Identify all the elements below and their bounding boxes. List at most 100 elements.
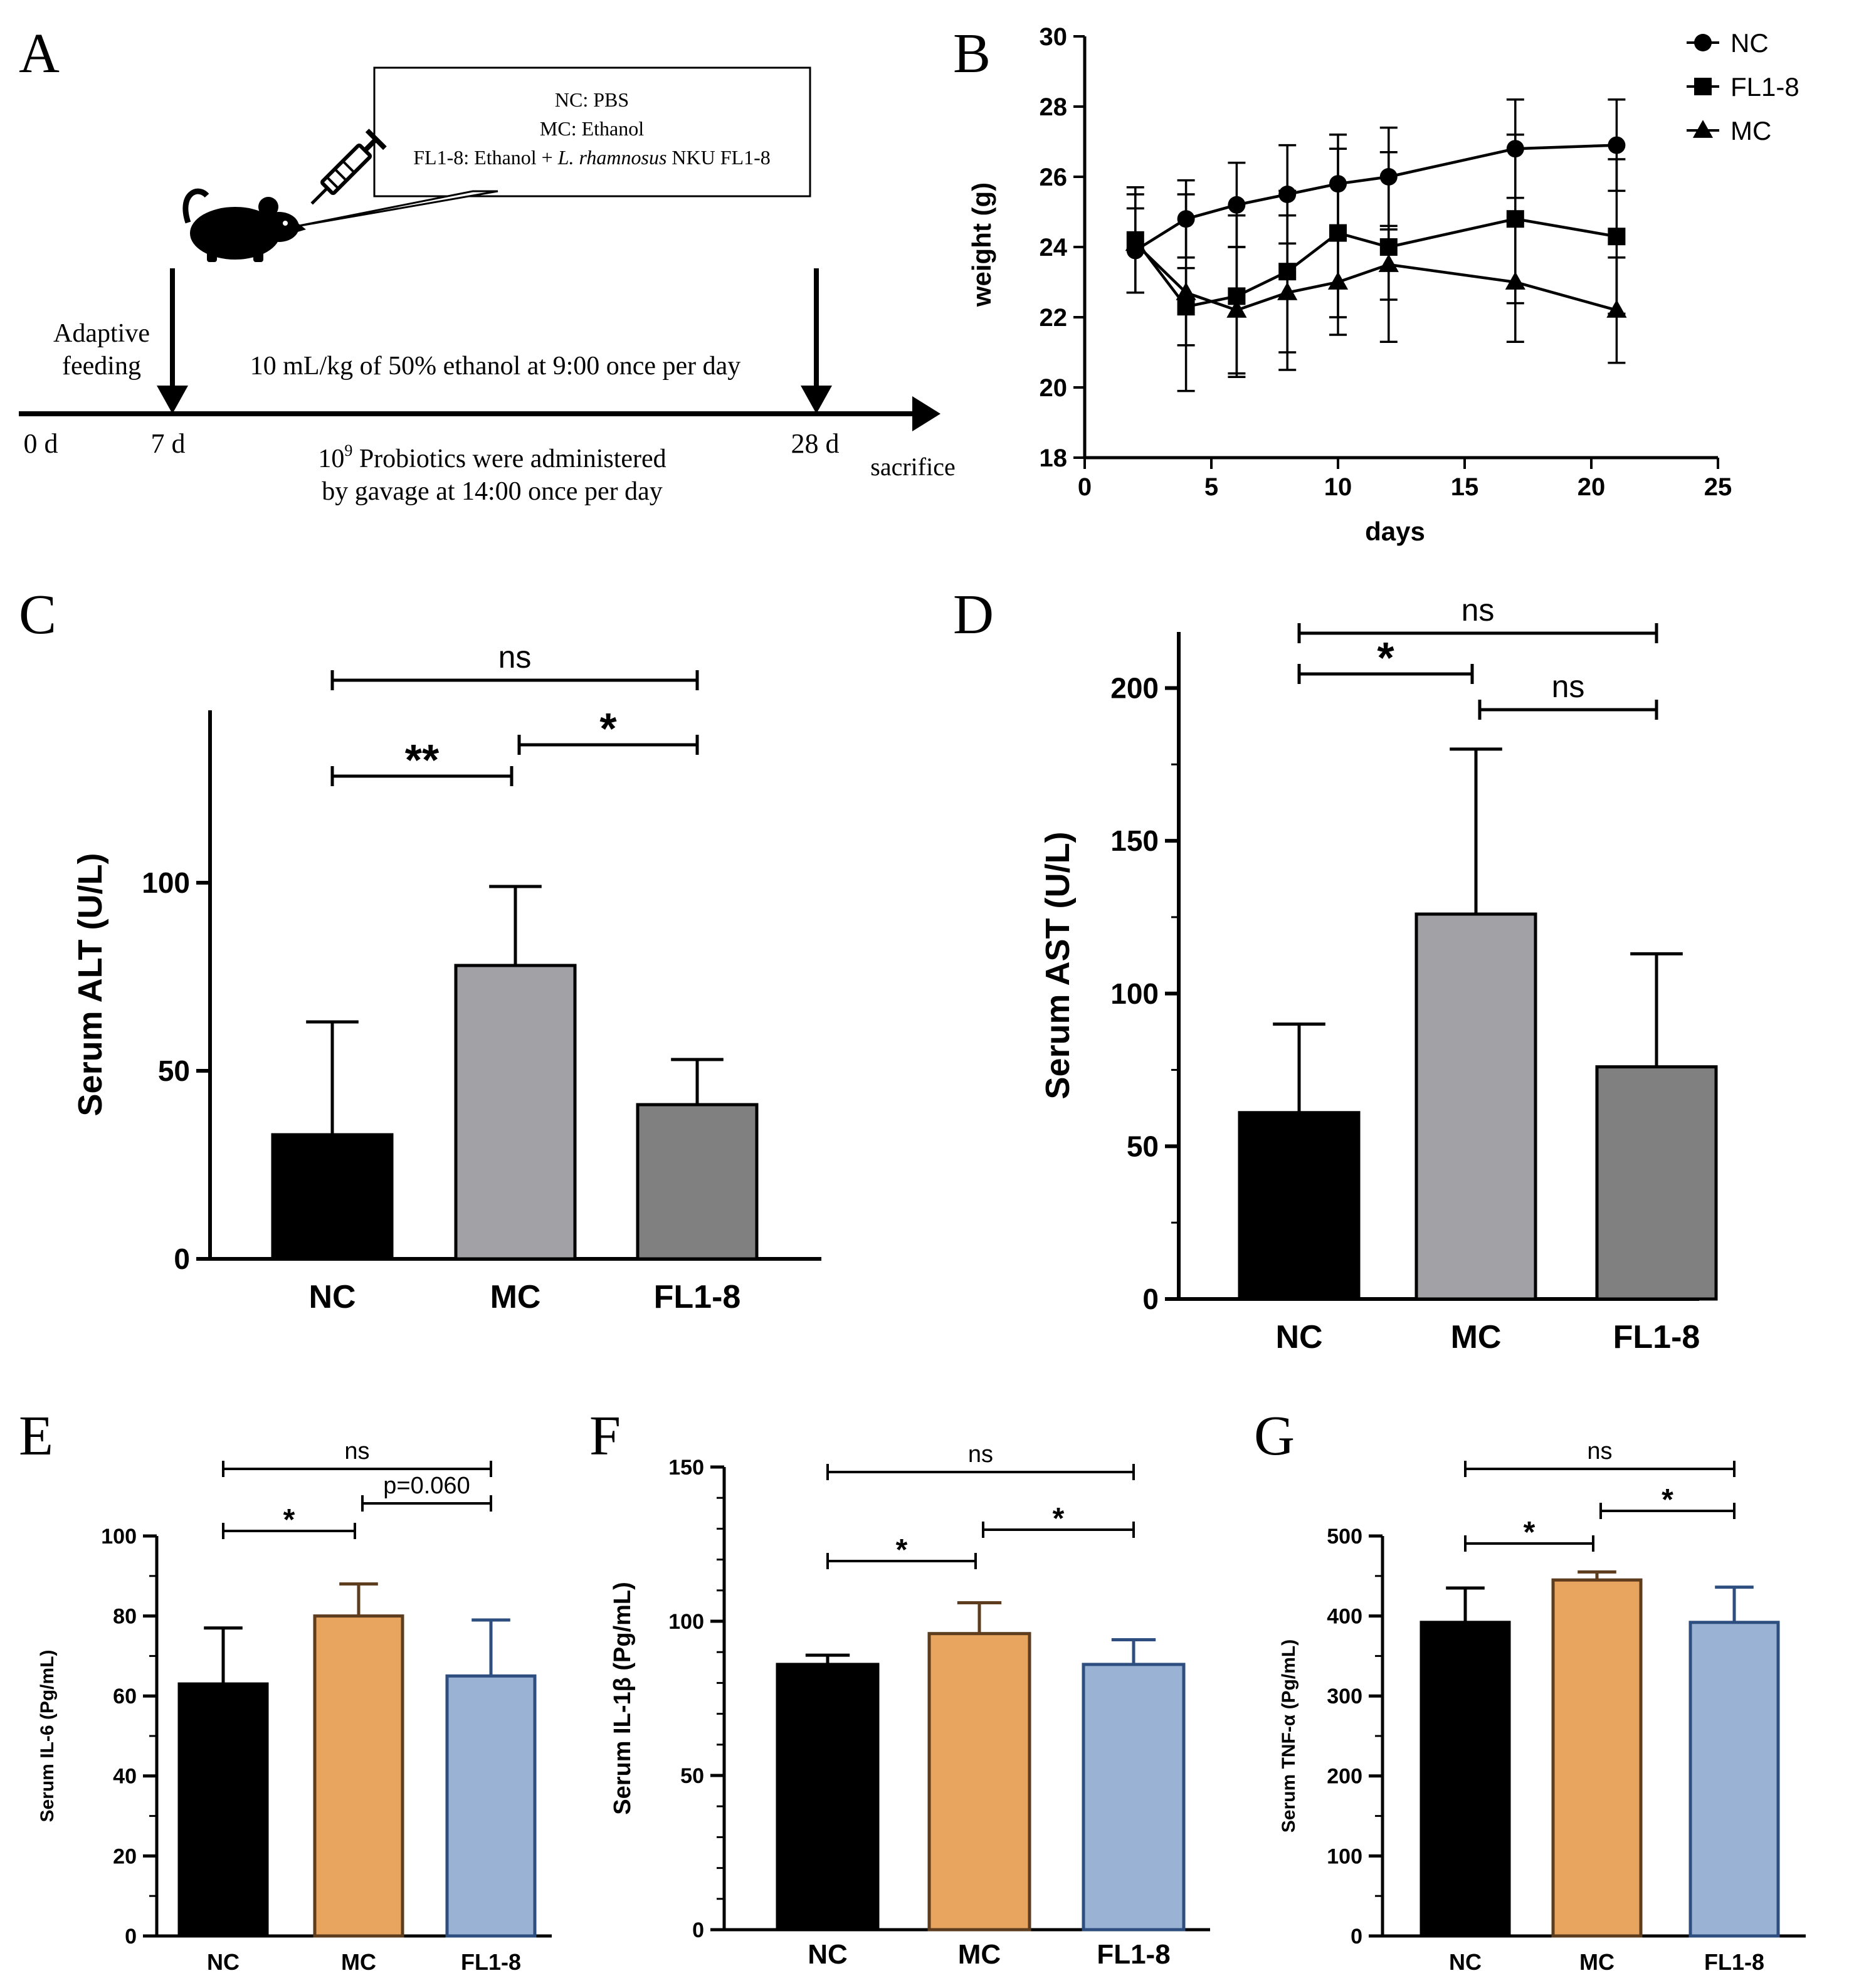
y-tick-label: 150 bbox=[668, 1456, 704, 1480]
bar-mc bbox=[313, 1614, 404, 1938]
bar-nc bbox=[271, 1133, 394, 1261]
y-tick-label: 0 bbox=[1351, 1925, 1362, 1949]
data-point bbox=[1692, 120, 1714, 138]
y-axis-title: Serum AST (U/L) bbox=[1039, 831, 1077, 1099]
significance-bracket: * bbox=[1599, 1483, 1736, 1519]
panel-f-il1b-chart: 0 50 100 150 Serum IL-1β (Pg/mL) NC MC FL1-8 ns *… bbox=[609, 1441, 1210, 1970]
panel-letter-f: F bbox=[589, 1405, 621, 1467]
y-tick-label: 100 bbox=[668, 1610, 704, 1634]
series-line bbox=[1134, 242, 1618, 312]
day7-arrowhead bbox=[157, 386, 188, 414]
y-tick-label: 100 bbox=[101, 1525, 137, 1549]
panel-e-il6-chart: 0 20 40 60 80 100 Serum IL-6 (Pg/mL) NC MC FL1-8 n… bbox=[37, 1438, 552, 1975]
significance-label: ns bbox=[1587, 1438, 1612, 1465]
panel-d-ast-chart: 0 50 100 150 200 Serum AST (U/L) NC MC FL1-8 ns * n… bbox=[1039, 592, 1718, 1355]
data-point bbox=[1176, 282, 1196, 300]
y-tick-label: 200 bbox=[1110, 672, 1159, 705]
significance-label: ns bbox=[1462, 592, 1495, 628]
panel-letters: A B C D E F G bbox=[19, 23, 1295, 1467]
category-label: MC bbox=[490, 1279, 541, 1315]
timeline-arrowhead bbox=[912, 396, 940, 431]
panel-letter-g: G bbox=[1254, 1405, 1295, 1467]
day0-label: 0 d bbox=[24, 428, 58, 459]
bar-fl18 bbox=[636, 1103, 759, 1261]
bar-fl18 bbox=[1082, 1663, 1186, 1932]
category-label: FL1-8 bbox=[654, 1279, 741, 1315]
data-point bbox=[1694, 34, 1712, 51]
category-label: MC bbox=[958, 1939, 1001, 1970]
bar-nc bbox=[1238, 1111, 1361, 1301]
significance-bracket: ns bbox=[222, 1438, 492, 1477]
y-axis-title: weight (g) bbox=[967, 182, 996, 307]
data-point bbox=[1125, 233, 1146, 251]
adaptive-label-line2: feeding bbox=[62, 352, 141, 381]
significance-label: * bbox=[1662, 1483, 1673, 1517]
y-tick-label: 100 bbox=[1327, 1844, 1362, 1868]
panel-a-timeline: NC: PBS MC: Ethanol FL1-8: Ethanol + L. … bbox=[19, 66, 956, 506]
x-tick-label: 25 bbox=[1704, 473, 1732, 501]
y-tick-label: 30 bbox=[1040, 23, 1068, 51]
significance-bracket: * bbox=[982, 1502, 1135, 1538]
y-tick-label: 100 bbox=[1110, 977, 1159, 1010]
box-line-nc: NC: PBS bbox=[555, 88, 629, 111]
significance-label: * bbox=[896, 1533, 908, 1567]
group-legend-box bbox=[373, 66, 811, 197]
y-tick-label: 60 bbox=[113, 1685, 137, 1708]
panel-letter-e: E bbox=[19, 1405, 53, 1467]
panel-letter-a: A bbox=[19, 23, 60, 85]
y-tick-label: 50 bbox=[1127, 1130, 1159, 1162]
ethanol-dose-label: 10 mL/kg of 50% ethanol at 9:00 once per… bbox=[250, 352, 741, 381]
x-tick-label: 0 bbox=[1078, 473, 1092, 501]
y-tick-label: 20 bbox=[1040, 374, 1068, 402]
bar-fl18 bbox=[1595, 1065, 1718, 1301]
box-line-fl: FL1-8: Ethanol + L. rhamnosus NKU FL1-8 bbox=[413, 146, 770, 169]
y-tick-label: 0 bbox=[125, 1925, 137, 1949]
significance-bracket: ns bbox=[1478, 669, 1658, 720]
significance-bracket: * bbox=[222, 1503, 356, 1539]
significance-bracket: ns bbox=[330, 639, 699, 690]
category-label: MC bbox=[1579, 1949, 1615, 1975]
y-tick-label: 22 bbox=[1040, 304, 1068, 332]
y-tick-label: 80 bbox=[113, 1605, 137, 1629]
y-tick-label: 0 bbox=[1142, 1283, 1159, 1315]
day28-label: 28 d bbox=[791, 428, 840, 459]
category-label: FL1-8 bbox=[1097, 1939, 1170, 1970]
significance-label: ns bbox=[968, 1441, 993, 1468]
sacrifice-label: sacrifice bbox=[870, 453, 955, 481]
data-point bbox=[1694, 78, 1712, 95]
y-tick-label: 50 bbox=[158, 1054, 190, 1087]
mouse-icon bbox=[182, 188, 306, 262]
y-tick-label: 40 bbox=[113, 1765, 137, 1789]
legend-label: NC bbox=[1730, 28, 1769, 58]
significance-label: ns bbox=[344, 1438, 369, 1465]
data-point bbox=[1228, 196, 1246, 214]
y-axis-title: Serum TNF-α (Pg/mL) bbox=[1278, 1639, 1299, 1833]
data-point bbox=[1505, 271, 1525, 290]
significance-bracket: * bbox=[517, 704, 699, 755]
y-tick-label: 100 bbox=[142, 866, 190, 899]
day28-arrowhead bbox=[801, 386, 832, 414]
day7-label: 7 d bbox=[151, 428, 186, 459]
y-tick-label: 20 bbox=[113, 1844, 137, 1868]
x-tick-label: 10 bbox=[1324, 473, 1352, 501]
probiotic-line2: by gavage at 14:00 once per day bbox=[322, 477, 662, 506]
y-tick-label: 400 bbox=[1327, 1605, 1362, 1629]
y-tick-label: 26 bbox=[1040, 164, 1068, 191]
y-tick-label: 0 bbox=[174, 1243, 190, 1275]
category-label: NC bbox=[308, 1279, 356, 1315]
significance-label: p=0.060 bbox=[383, 1473, 470, 1499]
bar-mc bbox=[1414, 912, 1537, 1301]
significance-bracket: * bbox=[1297, 633, 1474, 684]
bar-mc bbox=[927, 1632, 1031, 1932]
significance-label: ns bbox=[1552, 669, 1585, 704]
significance-bracket: ** bbox=[330, 735, 514, 786]
probiotic-line1: 109 Probiotics were administered bbox=[318, 441, 666, 473]
category-label: MC bbox=[341, 1949, 376, 1975]
bar-fl18 bbox=[1688, 1621, 1780, 1938]
panel-b-weight-chart: 0 5 10 15 20 25 18 20 22 24 26 28 30 days weight (g) NC… bbox=[967, 23, 1799, 546]
category-label: NC bbox=[207, 1949, 240, 1975]
data-point bbox=[1327, 271, 1349, 290]
x-axis-title: days bbox=[1365, 517, 1425, 546]
